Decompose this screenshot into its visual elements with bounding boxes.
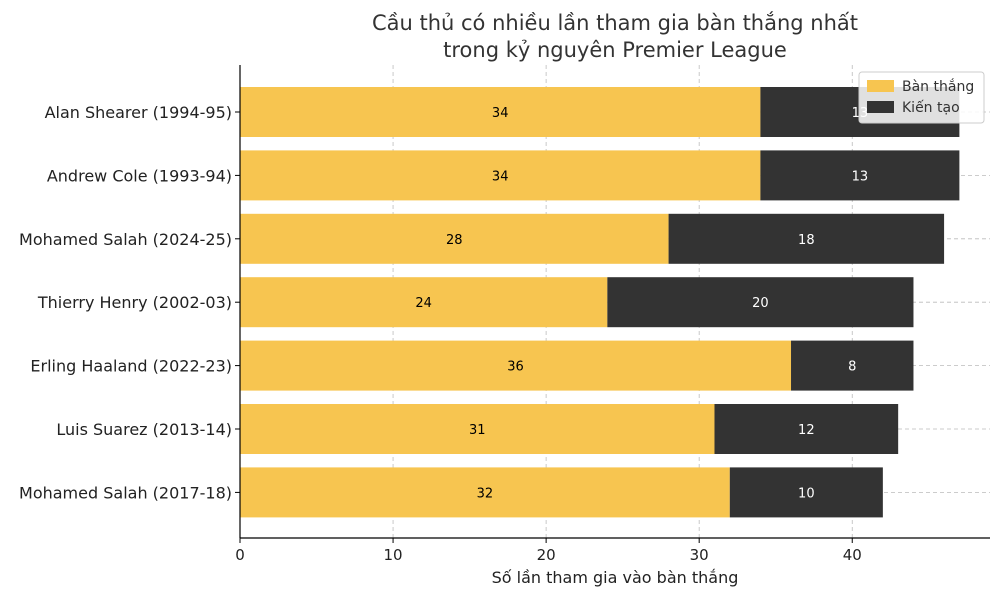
bar-assists bbox=[760, 150, 960, 201]
bar-label-assists: 10 bbox=[798, 486, 815, 501]
x-tick-label: 20 bbox=[537, 546, 556, 564]
bar-label-assists: 12 bbox=[798, 423, 815, 438]
bars bbox=[240, 87, 960, 518]
bar-goals bbox=[240, 150, 761, 201]
bar-goals bbox=[240, 213, 669, 264]
legend-swatch-goals bbox=[867, 80, 894, 92]
bar-label-goals: 36 bbox=[507, 360, 524, 375]
x-tick-label: 40 bbox=[843, 546, 862, 564]
bar-value-labels: 341334132818242036831123210 bbox=[415, 106, 868, 501]
legend: Bàn thắng Kiến tạo bbox=[858, 71, 985, 124]
bar-label-goals: 24 bbox=[415, 296, 432, 311]
bar-label-goals: 31 bbox=[469, 423, 486, 438]
x-tick-label: 10 bbox=[384, 546, 403, 564]
chart-title: Cầu thủ có nhiều lần tham gia bàn thắng … bbox=[372, 11, 858, 62]
bar-label-assists: 8 bbox=[848, 360, 856, 375]
bar-goals bbox=[240, 340, 792, 391]
legend-swatch-assists bbox=[867, 101, 894, 113]
bar-label-goals: 34 bbox=[492, 106, 509, 121]
bar-label-assists: 18 bbox=[798, 233, 815, 248]
bar-assists bbox=[607, 277, 914, 328]
legend-label-goals: Bàn thắng bbox=[902, 78, 974, 95]
bar-assists bbox=[729, 467, 883, 518]
bar-goals bbox=[240, 404, 715, 454]
x-axis-label: Số lần tham gia vào bàn thắng bbox=[492, 568, 739, 587]
category-label: Erling Haaland (2022-23) bbox=[30, 357, 232, 376]
bar-label-goals: 32 bbox=[477, 486, 494, 501]
bar-assists bbox=[791, 340, 914, 391]
category-label: Thierry Henry (2002-03) bbox=[37, 293, 232, 312]
bar-label-goals: 34 bbox=[492, 169, 509, 184]
bar-label-assists: 13 bbox=[852, 169, 869, 184]
chart-title-line-1: Cầu thủ có nhiều lần tham gia bàn thắng … bbox=[372, 11, 858, 35]
bar-goals bbox=[240, 87, 761, 137]
category-labels: Alan Shearer (1994-95) Andrew Cole (1993-… bbox=[19, 103, 240, 502]
bar-label-assists: 20 bbox=[752, 296, 769, 311]
x-tick-label: 30 bbox=[690, 546, 709, 564]
bar-goals bbox=[240, 277, 608, 328]
bar-assists bbox=[668, 213, 945, 264]
x-axis-ticks: 0 10 20 30 40 bbox=[235, 538, 862, 564]
category-label: Andrew Cole (1993-94) bbox=[47, 166, 232, 185]
legend-label-assists: Kiến tạo bbox=[902, 99, 960, 116]
x-tick-label: 0 bbox=[235, 546, 245, 564]
chart-title-line-2: trong kỷ nguyên Premier League bbox=[443, 38, 787, 62]
bar-goals bbox=[240, 467, 730, 518]
category-label: Mohamed Salah (2024-25) bbox=[19, 230, 232, 249]
category-label: Alan Shearer (1994-95) bbox=[45, 103, 232, 122]
category-label: Luis Suarez (2013-14) bbox=[56, 420, 232, 439]
bar-label-goals: 28 bbox=[446, 233, 463, 248]
category-label: Mohamed Salah (2017-18) bbox=[19, 483, 232, 502]
bar-assists bbox=[714, 404, 899, 454]
